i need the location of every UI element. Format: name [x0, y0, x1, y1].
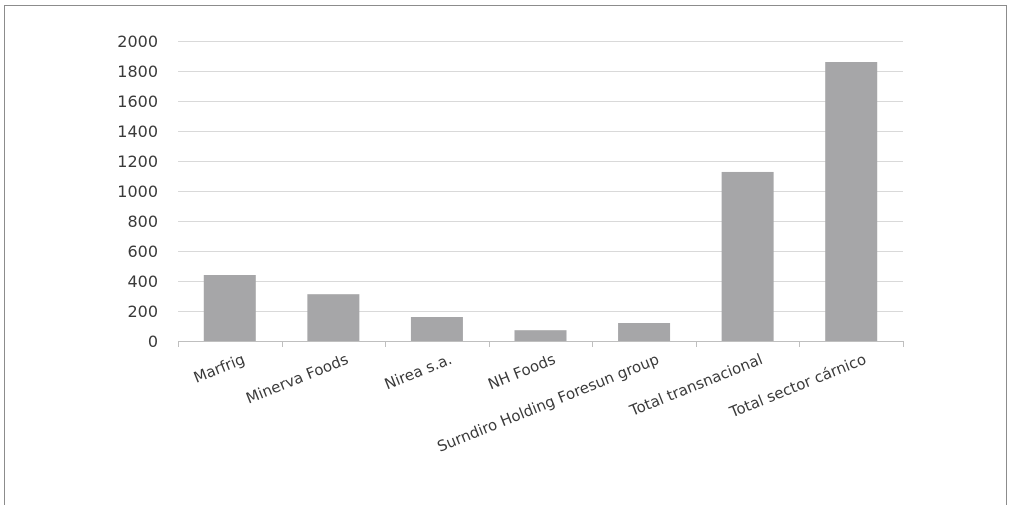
y-tick-label: 1000 [117, 182, 158, 201]
bar-0 [203, 275, 256, 341]
x-tick-label: Minerva Foods [243, 350, 351, 407]
y-tick-label: 400 [127, 272, 158, 291]
y-tick-label: 1200 [117, 152, 158, 171]
y-tick-label: 1800 [117, 62, 158, 81]
y-tick-label: 1400 [117, 122, 158, 141]
bar-4 [618, 323, 671, 341]
y-tick-label: 200 [127, 302, 158, 321]
y-tick-label: 0 [148, 332, 158, 351]
x-tick-label: Nirea s.a. [382, 350, 455, 393]
grid-lines [178, 41, 903, 312]
y-tick-label: 600 [127, 242, 158, 261]
bar-1 [307, 294, 360, 341]
y-tick-label: 2000 [117, 32, 158, 51]
x-tick-label: Marfrig [191, 350, 247, 387]
x-axis [178, 341, 904, 347]
y-tick-labels: 0 200 400 600 800 1000 1200 1400 1600 1800 2000 [117, 32, 158, 351]
bars [203, 62, 878, 341]
bar-5 [721, 171, 774, 341]
y-tick-label: 1600 [117, 92, 158, 111]
x-tick-label: NH Foods [485, 350, 558, 393]
bar-6 [825, 62, 878, 341]
bar-3 [514, 330, 567, 341]
y-tick-label: 800 [127, 212, 158, 231]
bar-2 [410, 317, 463, 341]
chart-frame [4, 5, 1007, 505]
